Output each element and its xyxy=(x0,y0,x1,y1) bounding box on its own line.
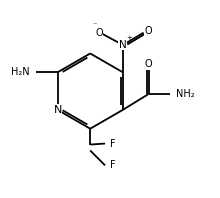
Text: O: O xyxy=(145,26,152,36)
Text: O: O xyxy=(145,59,152,69)
Text: O: O xyxy=(95,28,103,38)
Text: F: F xyxy=(110,139,116,148)
Text: ⁻: ⁻ xyxy=(93,21,97,30)
Text: NH₂: NH₂ xyxy=(176,89,195,99)
Text: N: N xyxy=(53,105,62,115)
Text: N: N xyxy=(119,40,127,50)
Text: +: + xyxy=(127,35,133,41)
Text: F: F xyxy=(110,160,116,170)
Text: H₂N: H₂N xyxy=(11,67,30,77)
